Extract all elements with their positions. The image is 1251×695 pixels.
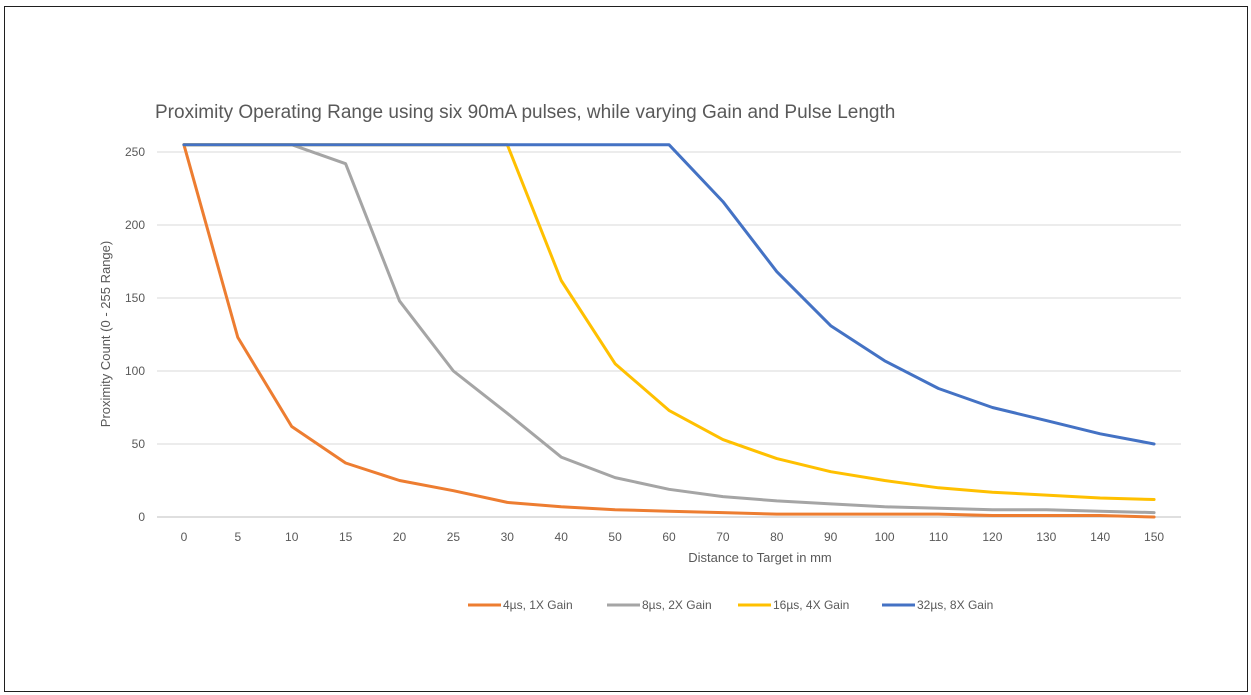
x-tick-label: 70: [716, 530, 730, 544]
x-tick-label: 30: [501, 530, 515, 544]
y-tick-label: 250: [125, 145, 145, 159]
y-axis-ticks: 0 50 100 150 200 250: [125, 145, 145, 524]
series-lines: [182, 143, 1156, 519]
y-tick-label: 0: [138, 510, 145, 524]
y-axis-title: Proximity Count (0 - 255 Range): [98, 241, 113, 427]
legend-label: 32µs, 8X Gain: [917, 598, 993, 612]
x-tick-label: 5: [234, 530, 241, 544]
series-line-1: [182, 143, 1156, 519]
chart-title: Proximity Operating Range using six 90mA…: [155, 102, 895, 123]
legend-item: 32µs, 8X Gain: [882, 598, 993, 612]
x-tick-label: 140: [1090, 530, 1110, 544]
x-tick-label: 150: [1144, 530, 1164, 544]
x-axis-ticks: 0 5 10 15 20 25 30 40 50 60 70 80 90 100 110 120 130 140 1…: [181, 530, 1165, 544]
x-tick-label: 80: [770, 530, 784, 544]
x-tick-label: 15: [339, 530, 353, 544]
chart-frame: [4, 6, 1248, 692]
series-line-4: [182, 143, 1156, 446]
y-tick-label: 200: [125, 218, 145, 232]
x-tick-label: 110: [929, 530, 948, 544]
x-tick-label: 40: [555, 530, 569, 544]
x-tick-label: 50: [608, 530, 622, 544]
legend-label: 4µs, 1X Gain: [503, 598, 573, 612]
legend-label: 8µs, 2X Gain: [642, 598, 712, 612]
series-line-3: [182, 143, 1156, 501]
x-tick-label: 90: [824, 530, 838, 544]
x-tick-label: 60: [662, 530, 676, 544]
x-tick-label: 0: [181, 530, 188, 544]
y-tick-label: 150: [125, 291, 145, 305]
x-tick-label: 120: [982, 530, 1002, 544]
gridlines: [157, 151, 1181, 445]
legend-label: 16µs, 4X Gain: [773, 598, 849, 612]
legend-item: 16µs, 4X Gain: [738, 598, 849, 612]
legend: 4µs, 1X Gain 8µs, 2X Gain 16µs, 4X Gain 32µ…: [468, 598, 993, 612]
y-tick-label: 50: [132, 437, 146, 451]
x-axis-title: Distance to Target in mm: [688, 550, 832, 565]
x-tick-label: 25: [447, 530, 461, 544]
series-line-2: [182, 143, 1156, 515]
x-tick-label: 100: [875, 530, 895, 544]
x-tick-label: 20: [393, 530, 407, 544]
x-tick-label: 10: [285, 530, 299, 544]
y-tick-label: 100: [125, 364, 145, 378]
x-tick-label: 130: [1036, 530, 1056, 544]
legend-item: 8µs, 2X Gain: [607, 598, 712, 612]
legend-item: 4µs, 1X Gain: [468, 598, 573, 612]
